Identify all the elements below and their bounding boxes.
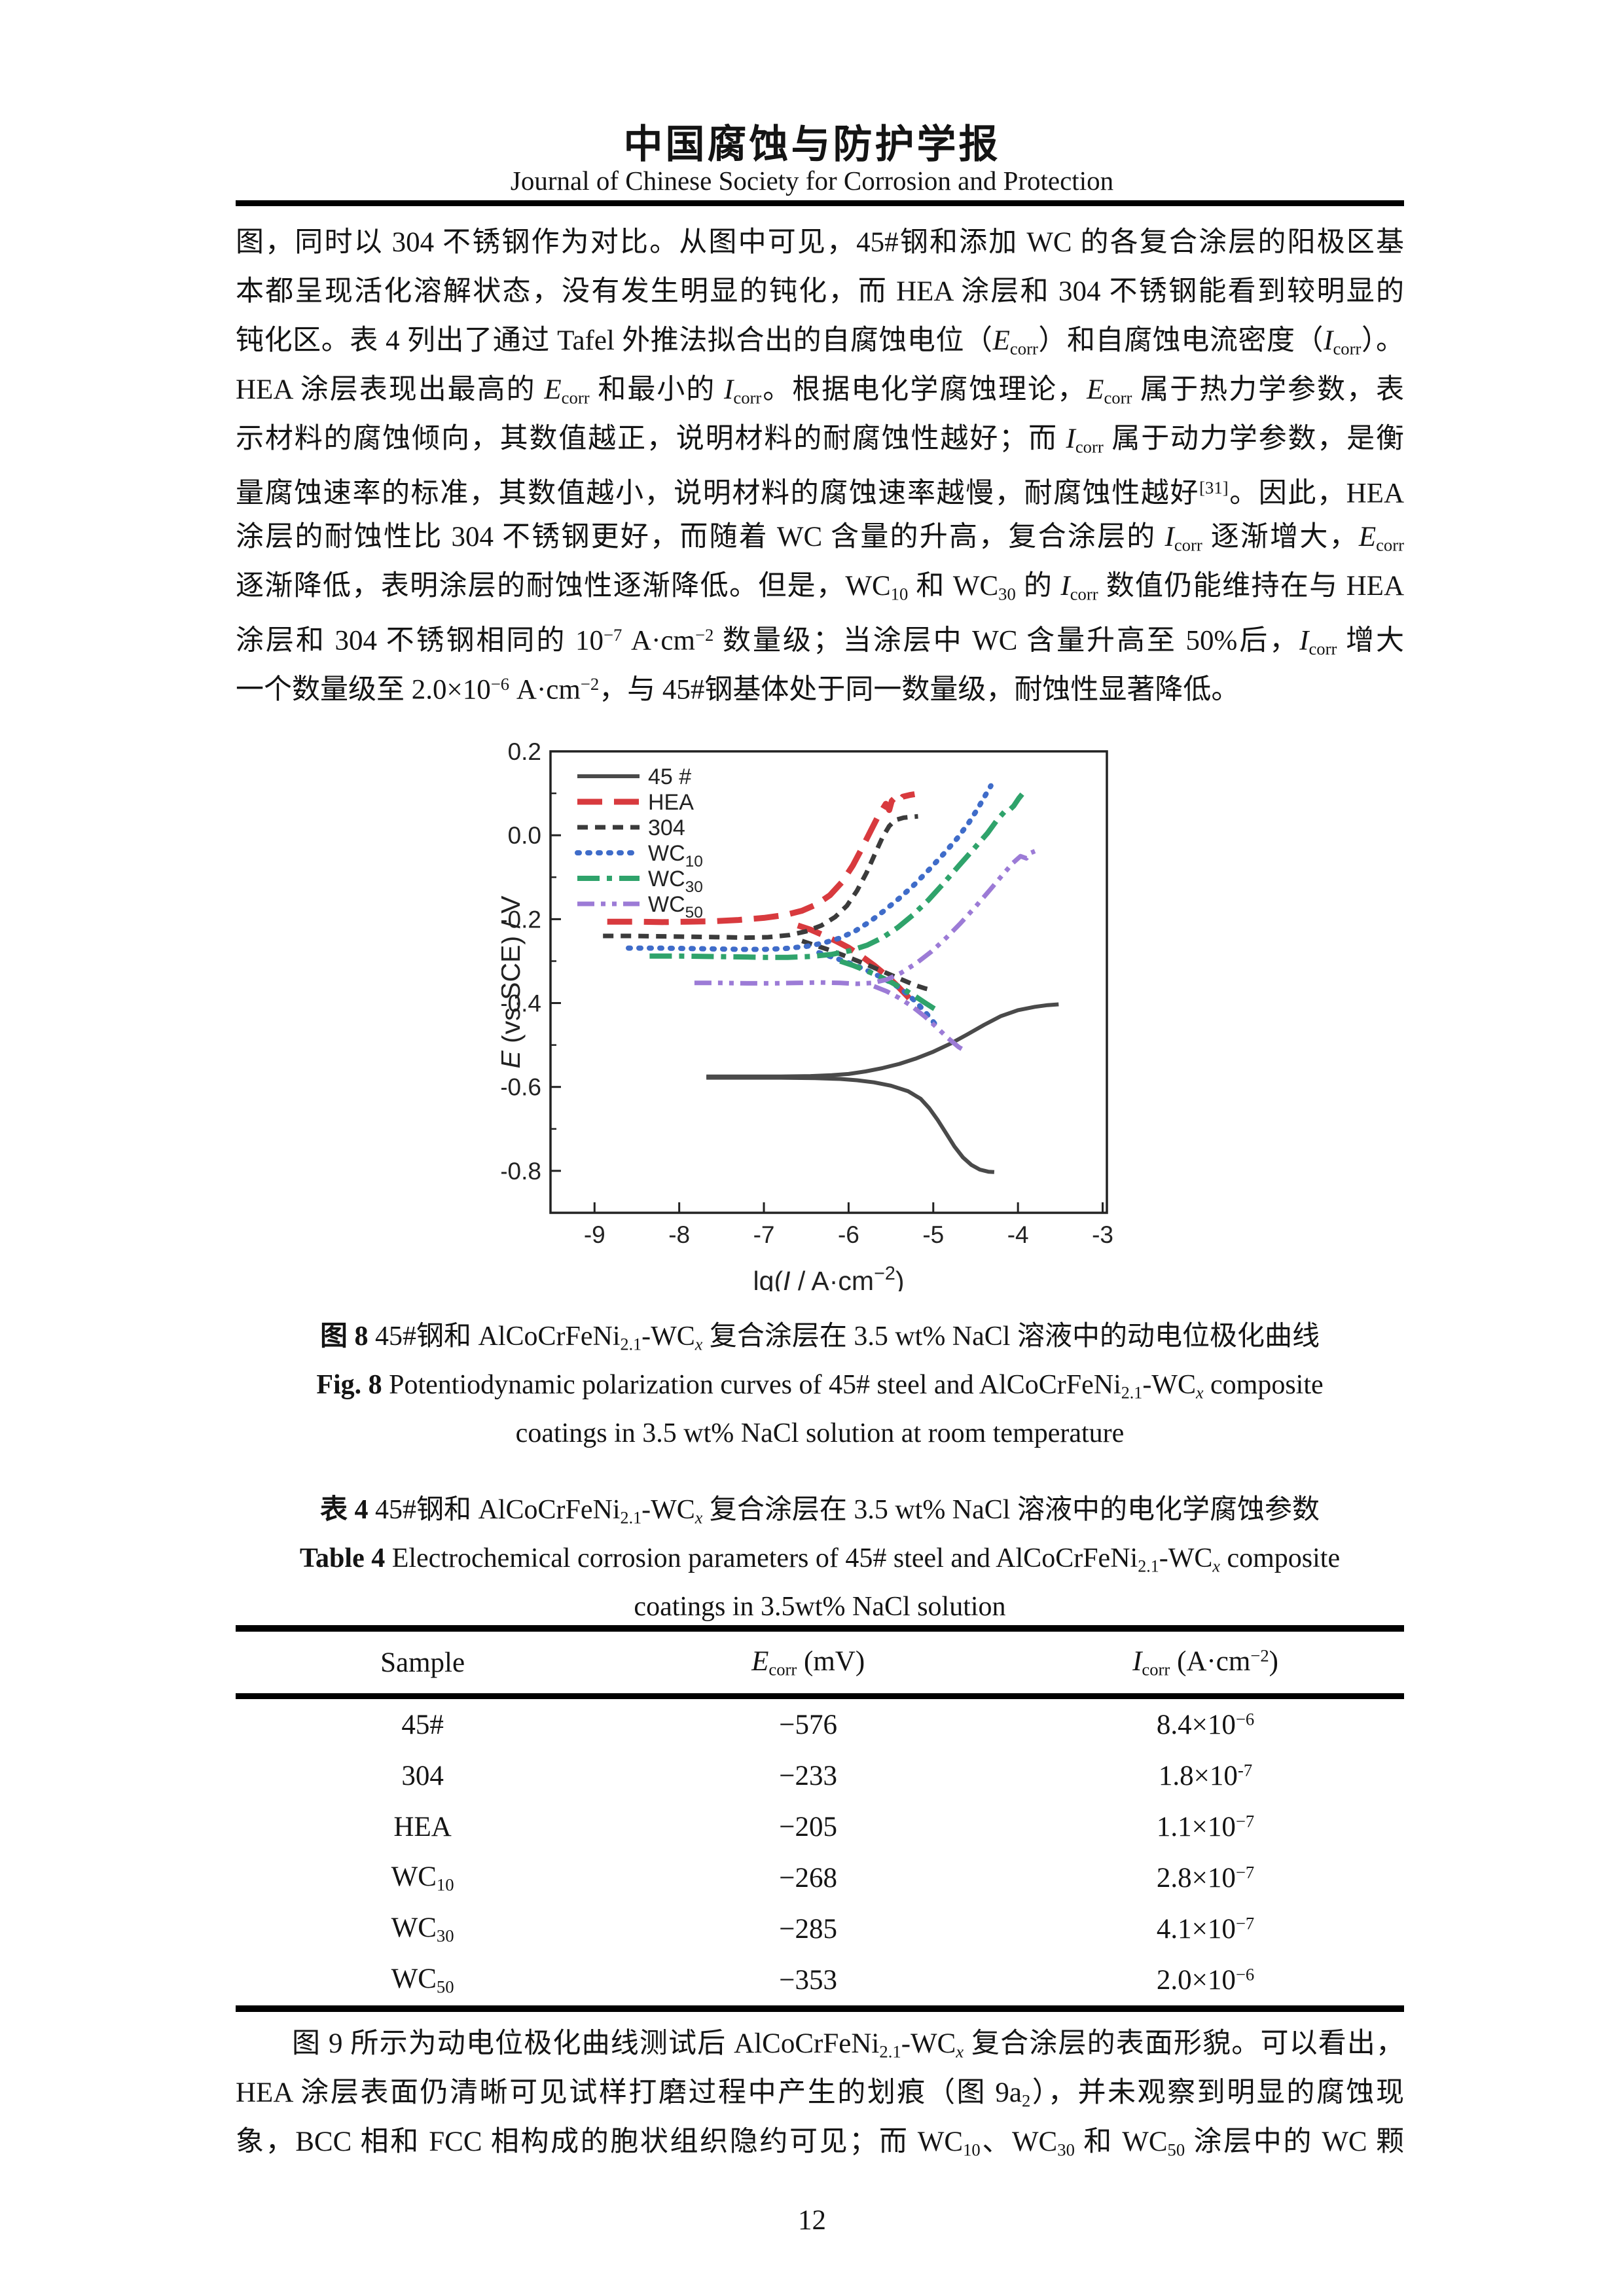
col-header-ecorr: Ecorr (mV) (609, 1628, 1007, 1699)
series-304 (602, 814, 918, 941)
table-cell: −233 (779, 1760, 838, 1791)
polarization-chart: -9 -8 -7 -6 -5 -4 -3 0.2 0.0 -0.2 -0.4 -0.6 -0.8 45 #… (496, 738, 1113, 1296)
table-body: 45# −576 8.4×10−6 304 −233 1.8×10-7 HEA −205 1.1… (236, 1696, 1404, 2009)
body-text-line: 一个数量级至 2.0×10−6 A·cm−2，与 45#钢基体处于同一数量级，耐… (236, 674, 1240, 706)
body-text-line: 本都呈现活化溶解状态，没有发生明显的钝化，而 HEA 涂层和 304 不锈钢能看… (236, 276, 1404, 307)
body-text-line: 涂层和 304 不锈钢相同的 10−7 A·cm−2 数量级；当涂层中 WC 含… (236, 625, 1405, 658)
page-number: 12 (798, 2205, 826, 2236)
x-tick-label: -7 (753, 1221, 774, 1248)
legend-label-WC50: WC50 (648, 892, 703, 922)
table-cell: −576 (779, 1709, 838, 1740)
y-tick-label: 0.2 (507, 738, 541, 765)
table-caption-line: 表 4 45#钢和 AlCoCrFeNi2.1-WCx 复合涂层在 3.5 wt… (320, 1495, 1320, 1528)
x-axis-label: lg(I / A·cm−2​) (753, 1263, 904, 1291)
table-cell: 45# (401, 1709, 444, 1740)
table-4: Sample Ecorr (mV) Icorr (A·cm−2) 45# −576… (236, 1625, 1404, 2012)
table-cell: 1.8×10-7 (1158, 1760, 1253, 1791)
x-tick-label: -9 (583, 1221, 605, 1248)
series-HEA (607, 791, 915, 925)
y-tick-label: -0.2 (501, 906, 541, 933)
table-row: HEA −205 1.1×10−7 (236, 1801, 1404, 1852)
y-tick-label: -0.8 (501, 1158, 541, 1185)
table-cell: 1.1×10−7 (1156, 1811, 1255, 1842)
body-text-line: 涂层的耐蚀性比 304 不锈钢更好，而随着 WC 含量的升高，复合涂层的 Ico… (236, 522, 1405, 555)
figure-8: -9 -8 -7 -6 -5 -4 -3 0.2 0.0 -0.2 -0.4 -0.6 -0.8 45 #… (496, 738, 1123, 1296)
series-HEA (796, 922, 922, 1013)
table-caption-line: Table 4 Electrochemical corrosion parame… (299, 1543, 1341, 1576)
table-caption-line: coatings in 3.5wt% NaCl solution (634, 1592, 1006, 1622)
x-tick-label: -5 (922, 1221, 944, 1248)
table-row: 304 −233 1.8×10-7 (236, 1750, 1404, 1801)
body-text-line: 图 9 所示为动电位极化曲线测试后 AlCoCrFeNi2.1-WCx 复合涂层… (292, 2028, 1405, 2062)
y-tick-label: -0.6 (501, 1074, 541, 1101)
figure-8-caption: 图 8 45#钢和 AlCoCrFeNi2.1-WCx 复合涂层在 3.5 wt… (236, 1312, 1404, 1458)
body-text-line: 量腐蚀速率的标准，其数值越小，说明材料的腐蚀速率越慢，耐腐蚀性越好[31]。因此… (236, 478, 1405, 509)
table-row: WC10 −268 2.8×10−7 (236, 1852, 1404, 1903)
x-tick-label: -6 (837, 1221, 859, 1248)
body-paragraph-2: 图 9 所示为动电位极化曲线测试后 AlCoCrFeNi2.1-WCx 复合涂层… (236, 2019, 1404, 2166)
y-tick-label: -0.4 (501, 990, 541, 1017)
series-WC30 (649, 792, 1024, 960)
table-cell: −353 (779, 1964, 838, 1996)
table-header-row: Sample Ecorr (mV) Icorr (A·cm−2) (236, 1628, 1404, 1699)
x-tick-label: -3 (1092, 1221, 1113, 1248)
table-cell: 8.4×10−6 (1156, 1709, 1255, 1740)
body-text-line: 示材料的腐蚀倾向，其数值越正，说明材料的耐腐蚀性越好；而 Icorr 属于动力学… (236, 423, 1405, 457)
col-header-icorr: Icorr (A·cm−2) (1007, 1628, 1404, 1699)
legend-label-WC10: WC10 (648, 841, 703, 870)
legend-label-45#: 45 # (648, 764, 691, 789)
table-cell: 4.1×10−7 (1156, 1913, 1255, 1945)
table-cell: WC10 (391, 1861, 454, 1895)
body-text-line: 钝化区。表 4 列出了通过 Tafel 外推法拟合出的自腐蚀电位（Ecorr）和… (236, 325, 1405, 359)
journal-title-en: Journal of Chinese Society for Corrosion… (510, 166, 1114, 196)
plot-frame (549, 750, 1108, 1214)
series-45# (706, 1075, 994, 1174)
legend-label-HEA: HEA (648, 790, 694, 815)
y-tick-label: 0.0 (507, 822, 541, 849)
col-header-sample: Sample (236, 1628, 610, 1699)
figure-caption-line: 图 8 45#钢和 AlCoCrFeNi2.1-WCx 复合涂层在 3.5 wt… (320, 1321, 1320, 1354)
table-cell: −285 (779, 1913, 838, 1945)
figure-caption-line: Fig. 8 Potentiodynamic polarization curv… (316, 1370, 1324, 1403)
table-cell: 2.0×10−6 (1156, 1964, 1255, 1996)
corrosion-parameters-table: Sample Ecorr (mV) Icorr (A·cm−2) 45# −576… (236, 1625, 1404, 2012)
table-cell: WC50 (391, 1963, 454, 1997)
table-cell: −205 (779, 1811, 838, 1842)
body-text-line: 图，同时以 304 不锈钢作为对比。从图中可见，45#钢和添加 WC 的各复合涂… (236, 227, 1404, 258)
y-axis-label: E (vs.SCE) / V (501, 895, 526, 1069)
header-rule (236, 200, 1404, 206)
legend-label-WC30: WC30 (648, 867, 703, 896)
x-tick-label: -4 (1007, 1221, 1028, 1248)
table-cell: 304 (401, 1760, 444, 1791)
x-tick-label: -8 (668, 1221, 690, 1248)
series-45# (706, 1002, 1059, 1079)
figure-caption-line: coatings in 3.5 wt% NaCl solution at roo… (515, 1418, 1125, 1448)
table-row: WC30 −285 4.1×10−7 (236, 1903, 1404, 1954)
body-text-line: 象，BCC 相和 FCC 相构成的胞状组织隐约可见；而 WC10、WC30 和 … (236, 2126, 1404, 2160)
series-304 (801, 939, 932, 993)
journal-title-zh: 中国腐蚀与防护学报 (623, 123, 1001, 166)
table-cell: HEA (393, 1811, 452, 1842)
table-row: WC50 −353 2.0×10−6 (236, 1954, 1404, 2009)
body-text-line: HEA 涂层表现出最高的 Ecorr 和最小的 Icorr。根据电化学腐蚀理论，… (236, 374, 1405, 408)
body-text-line: HEA 涂层表面仍清晰可见试样打磨过程中产生的划痕（图 9a2），并未观察到明显… (236, 2077, 1404, 2111)
table-cell: 2.8×10−7 (1156, 1862, 1255, 1893)
body-paragraph-1: 图，同时以 304 不锈钢作为对比。从图中可见，45#钢和添加 WC 的各复合涂… (236, 218, 1404, 709)
table-4-caption: 表 4 45#钢和 AlCoCrFeNi2.1-WCx 复合涂层在 3.5 wt… (236, 1486, 1404, 1631)
table-cell: −268 (779, 1862, 838, 1893)
series-WC30 (839, 958, 941, 1014)
table-cell: WC30 (391, 1912, 454, 1946)
series-WC50 (873, 984, 968, 1054)
body-text-line: 逐渐降低，表明涂层的耐蚀性逐渐降低。但是，WC10 和 WC30 的 Icorr… (236, 571, 1404, 604)
table-row: 45# −576 8.4×10−6 (236, 1696, 1404, 1751)
series-WC50 (694, 849, 1036, 986)
series-WC10 (625, 783, 994, 952)
legend-label-304: 304 (648, 816, 685, 840)
